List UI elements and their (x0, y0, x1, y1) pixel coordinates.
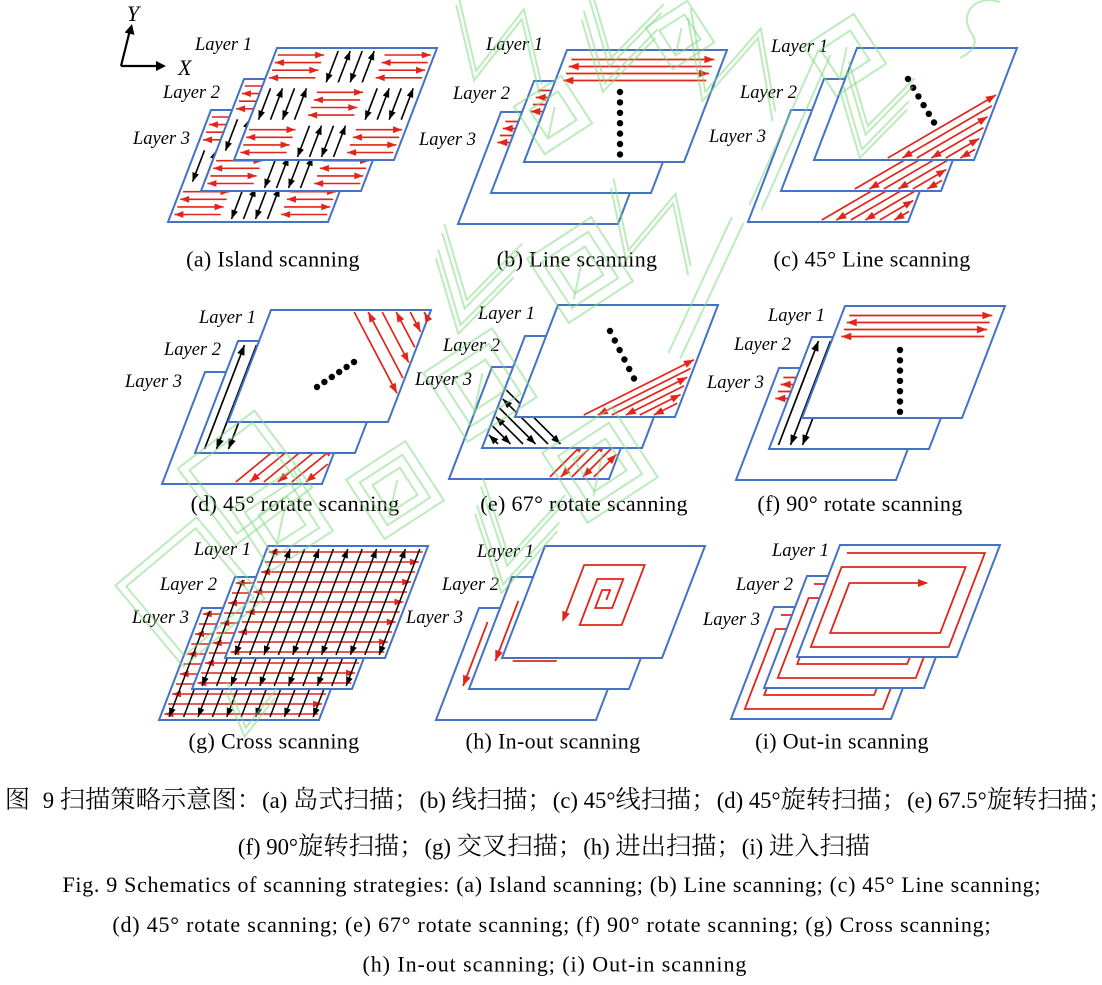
svg-text:Layer 3: Layer 3 (706, 373, 764, 393)
svg-text:(g) Cross scanning: (g) Cross scanning (189, 729, 360, 754)
svg-text:(f) 90° rotate scanning: (f) 90° rotate scanning (757, 491, 962, 516)
svg-text:Layer 3: Layer 3 (124, 372, 182, 392)
svg-text:Layer 1: Layer 1 (771, 541, 829, 561)
svg-text:Layer 2: Layer 2 (441, 575, 499, 595)
svg-text:Layer 3: Layer 3 (418, 130, 476, 150)
svg-text:(f) 90°: (f) 90° (238, 835, 298, 860)
svg-text:Layer 1: Layer 1 (770, 37, 828, 57)
svg-text:X: X (177, 55, 193, 80)
svg-text:(b): (b) (420, 788, 452, 813)
svg-text:(d) 45° rotate scanning: (d) 45° rotate scanning (191, 491, 400, 516)
svg-text:Y: Y (127, 1, 142, 26)
svg-text:Layer 1: Layer 1 (767, 306, 825, 326)
svg-text:(c) 45° Line scanning: (c) 45° Line scanning (773, 247, 970, 272)
svg-text:Layer 3: Layer 3 (702, 610, 760, 630)
svg-text:(d) 45° rotate scanning; (e) 6: (d) 45° rotate scanning; (e) 67° rotate … (112, 912, 991, 937)
svg-text:Layer 2: Layer 2 (159, 575, 217, 595)
svg-text:Layer 1: Layer 1 (198, 308, 256, 328)
svg-text:Layer 3: Layer 3 (131, 608, 189, 628)
svg-text:Fig. 9 Schematics of scanning: Fig. 9 Schematics of scanning strategies… (63, 872, 1042, 897)
svg-text:Layer 2: Layer 2 (733, 335, 791, 355)
svg-text:(a) Island scanning: (a) Island scanning (186, 247, 360, 272)
svg-text:Layer 2: Layer 2 (162, 83, 220, 103)
svg-text:Layer 2: Layer 2 (452, 84, 510, 104)
svg-text:9: 9 (43, 788, 60, 813)
svg-text:Layer 3: Layer 3 (405, 608, 463, 628)
svg-text:Layer 2: Layer 2 (735, 575, 793, 595)
svg-text:Layer 3: Layer 3 (708, 127, 766, 147)
svg-text:Layer 1: Layer 1 (193, 540, 251, 560)
svg-text:(g): (g) (425, 835, 457, 860)
svg-text:(h) In-out scanning; (i) Out-i: (h) In-out scanning; (i) Out-in scanning (363, 952, 748, 977)
svg-text:(i) Out-in scanning: (i) Out-in scanning (755, 729, 929, 754)
svg-text:(d) 45°: (d) 45° (717, 788, 781, 813)
svg-text:Layer 2: Layer 2 (163, 340, 221, 360)
svg-text:Layer 1: Layer 1 (194, 35, 252, 55)
svg-text:(c) 45°: (c) 45° (553, 788, 616, 813)
svg-text:Layer 1: Layer 1 (477, 304, 535, 324)
svg-text:(e) 67.5°: (e) 67.5° (907, 788, 987, 813)
svg-text:(a): (a) (262, 788, 293, 813)
svg-text:(i): (i) (742, 835, 769, 860)
svg-text:(h): (h) (583, 835, 615, 860)
svg-text:Layer 3: Layer 3 (132, 129, 190, 149)
svg-text:(h) In-out scanning: (h) In-out scanning (466, 729, 641, 754)
